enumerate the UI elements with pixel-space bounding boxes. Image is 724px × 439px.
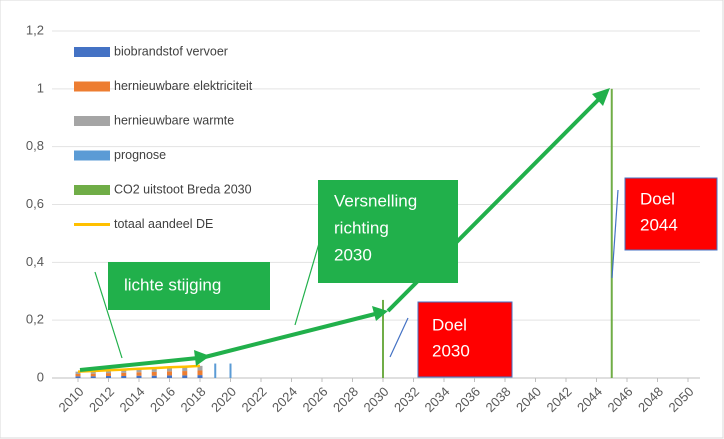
- legend-swatch: [74, 150, 110, 161]
- bar: [610, 88, 613, 378]
- legend-swatch: [74, 116, 110, 126]
- y-tick-label: 0: [37, 369, 44, 384]
- bar: [182, 371, 188, 376]
- bar: [136, 372, 142, 376]
- bar: [75, 373, 81, 377]
- pointer: [94, 271, 123, 359]
- pointer: [389, 317, 409, 358]
- bar: [106, 375, 111, 378]
- bar: [167, 367, 172, 372]
- annotation: richting: [334, 218, 389, 237]
- pointer-lines: [94, 189, 619, 359]
- arrowhead: [194, 350, 210, 366]
- bar: [182, 366, 188, 372]
- bar: [229, 363, 232, 378]
- annotations: lichte stijging Versnelling richting 203…: [108, 177, 718, 378]
- legend-swatch: [74, 47, 110, 57]
- bar: [121, 375, 127, 378]
- legend-label: CO2 uitstoot Breda 2030: [114, 182, 252, 196]
- annotation-box: [624, 177, 718, 251]
- bar: [197, 365, 203, 371]
- annotation-box: [318, 180, 458, 283]
- y-tick-label: 0,8: [26, 138, 44, 153]
- pointer: [294, 239, 321, 326]
- annotation: 2030: [334, 245, 372, 264]
- y-tick-label: 1: [37, 80, 44, 95]
- bar: [151, 375, 157, 378]
- annotation: Doel: [432, 315, 467, 334]
- bar: [90, 376, 96, 378]
- annotation: Versnelling: [334, 191, 417, 210]
- bar: [90, 371, 96, 374]
- bar: [136, 368, 142, 373]
- bar: [151, 368, 157, 372]
- arrow: [204, 312, 376, 359]
- annotation: Doel: [640, 189, 675, 208]
- y-tick-label: 0,4: [26, 254, 44, 269]
- legend-label: hernieuwbare elektriciteit: [114, 79, 253, 93]
- annotation-box: [417, 301, 513, 378]
- bar: [182, 375, 188, 378]
- bar: [106, 370, 111, 374]
- annotation-box: [108, 262, 270, 310]
- bar: [214, 363, 217, 378]
- arrow: [79, 356, 199, 372]
- bar: [121, 369, 127, 373]
- bar: [382, 299, 384, 378]
- bar: [75, 371, 81, 374]
- bar: [167, 375, 172, 378]
- bar: [121, 372, 127, 376]
- line: [77, 364, 201, 373]
- pointer: [611, 189, 619, 279]
- bar: [75, 376, 81, 378]
- bar: [167, 371, 172, 376]
- bar: [136, 375, 142, 378]
- arrowhead: [592, 88, 610, 106]
- bar: [197, 375, 203, 378]
- bar: [197, 370, 203, 376]
- legend-label: hernieuwbare warmte: [114, 113, 234, 127]
- legend-label: biobrandstof vervoer: [114, 44, 228, 58]
- annotation: lichte stijging: [124, 275, 221, 294]
- legend: biobrandstof vervoer hernieuwbare elektri…: [74, 44, 253, 231]
- annotation: 2044: [640, 215, 678, 234]
- bar: [90, 373, 96, 377]
- legend-swatch: [74, 185, 110, 195]
- y-tick-label: 0,6: [26, 196, 44, 211]
- y-tick-label: 1,2: [26, 22, 44, 37]
- annotation: 2030: [432, 341, 470, 360]
- legend-swatch: [74, 81, 110, 92]
- bar: [151, 371, 157, 376]
- bar: [106, 373, 111, 376]
- arrowhead: [372, 306, 388, 321]
- legend-label: prognose: [114, 148, 166, 162]
- y-tick-label: 0,2: [26, 312, 44, 327]
- legend-label: totaal aandeel DE: [114, 217, 213, 231]
